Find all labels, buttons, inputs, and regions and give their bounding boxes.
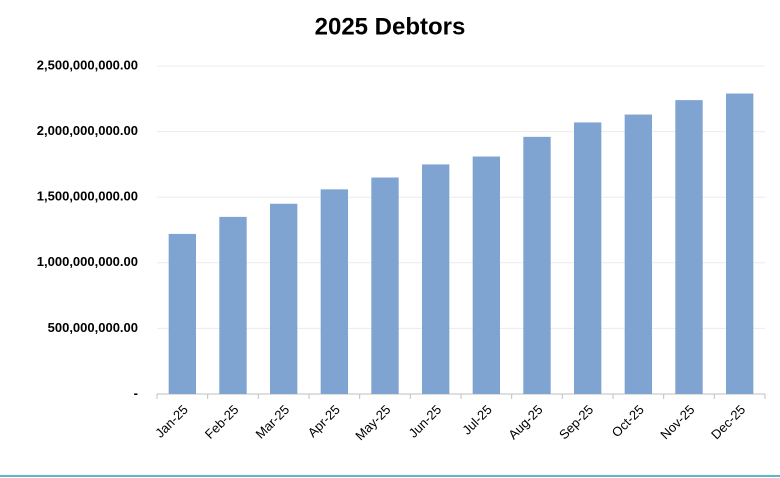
bar xyxy=(725,93,754,394)
bar xyxy=(675,100,703,394)
x-tick-label: Oct-25 xyxy=(609,402,647,440)
x-tick-label: Jun-25 xyxy=(406,402,445,441)
x-tick-label: Aug-25 xyxy=(505,402,545,442)
x-tick-label: Jul-25 xyxy=(459,402,495,438)
x-tick-label: Feb-25 xyxy=(202,402,242,442)
bar xyxy=(472,156,501,394)
bar xyxy=(168,233,197,394)
x-tick-label: May-25 xyxy=(352,402,393,443)
bar xyxy=(371,177,399,394)
bar xyxy=(219,216,247,394)
x-tick-label: Apr-25 xyxy=(305,402,343,440)
bar xyxy=(573,122,602,394)
x-tick-label: Nov-25 xyxy=(657,402,697,442)
x-tick-label: Jan-25 xyxy=(152,402,191,441)
y-tick-label: 2,500,000,000.00 xyxy=(37,57,138,72)
y-tick-label: 1,000,000,000.00 xyxy=(37,254,138,269)
bar xyxy=(421,164,450,394)
y-tick-label: - xyxy=(134,385,138,400)
bar xyxy=(269,203,298,394)
x-tick-label: Dec-25 xyxy=(708,402,748,442)
bar xyxy=(523,136,551,394)
y-tick-label: 2,000,000,000.00 xyxy=(37,123,138,138)
x-tick-label: Sep-25 xyxy=(556,402,596,442)
y-tick-label: 500,000,000.00 xyxy=(48,320,138,335)
bar xyxy=(320,189,349,394)
bar xyxy=(624,114,653,394)
x-tick-label: Mar-25 xyxy=(252,402,292,442)
y-tick-label: 1,500,000,000.00 xyxy=(37,189,138,204)
chart-title: 2025 Debtors xyxy=(315,13,466,40)
